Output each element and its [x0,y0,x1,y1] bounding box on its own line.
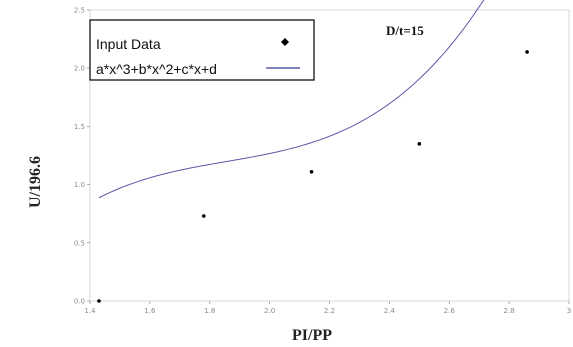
data-point [309,169,314,174]
x-tick-label: 1.8 [204,307,215,315]
x-tick-label: 2.2 [324,307,335,315]
data-points-layer [97,50,529,303]
y-tick-label: 1.5 [74,123,85,131]
x-tick-label: 1.4 [84,307,96,315]
data-point [525,50,529,54]
legend-entry-input-data: Input Data [96,36,161,52]
data-point [417,142,422,146]
x-tick-label: 3 [567,307,571,315]
x-tick-label: 2.6 [444,307,456,315]
y-tick-label: 0.0 [74,298,85,306]
legend-entry-fit: a*x^3+b*x^2+c*x+d [96,61,217,77]
y-tick-label: 1.0 [74,181,85,189]
legend-box [89,19,315,81]
data-point [97,299,101,303]
chart-annotation: D/t=15 [386,23,424,38]
x-tick-label: 2.0 [264,307,275,315]
y-tick-label: 0.5 [74,239,85,247]
legend: Input Data a*x^3+b*x^2+c*x+d [89,19,315,81]
x-tick-label: 2.8 [504,307,515,315]
x-tick-label: 2.4 [384,307,396,315]
x-axis: 1.4 1.6 1.8 2.0 2.2 2.4 2.6 2.8 3 [84,301,571,315]
data-point [201,214,206,218]
fit-curve-layer [98,0,485,199]
x-tick-label: 1.6 [144,307,156,315]
legend-marker-diamond-icon [281,38,289,46]
y-axis-title: U/196.6 [27,156,44,208]
y-tick-label: 2.0 [74,65,85,73]
x-axis-title: PI/PP [292,327,332,344]
y-axis: 0.0 0.5 1.0 1.5 2.0 2.5 [74,7,90,306]
y-tick-label: 2.5 [74,7,85,15]
fit-curve [98,0,485,199]
